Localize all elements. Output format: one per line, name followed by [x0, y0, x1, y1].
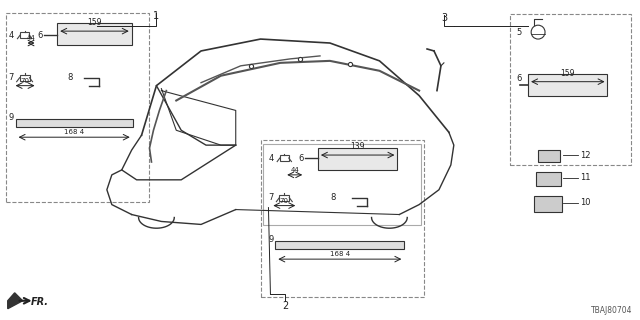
- Bar: [510, 14, 631, 165]
- Text: 11: 11: [580, 173, 590, 182]
- Bar: [20, 75, 29, 81]
- Text: 2: 2: [282, 301, 289, 311]
- Bar: [279, 195, 289, 201]
- Text: 159: 159: [87, 18, 102, 27]
- Text: 7: 7: [268, 193, 274, 202]
- Polygon shape: [8, 293, 22, 309]
- Text: FR.: FR.: [31, 297, 49, 307]
- Text: 6: 6: [38, 31, 43, 40]
- Bar: [260, 140, 424, 297]
- Text: 3: 3: [441, 13, 447, 23]
- Text: 6: 6: [298, 154, 303, 163]
- Text: TBAJ80704: TBAJ80704: [591, 306, 632, 315]
- Bar: [264, 144, 421, 225]
- Text: 6: 6: [516, 74, 522, 83]
- Text: 4: 4: [9, 31, 14, 40]
- Text: 159: 159: [561, 69, 575, 78]
- Text: 7: 7: [9, 73, 14, 82]
- Bar: [58, 23, 132, 45]
- Text: 8: 8: [330, 193, 335, 202]
- Bar: [538, 150, 560, 162]
- Bar: [280, 155, 289, 161]
- Text: 12: 12: [580, 150, 590, 160]
- Text: 10: 10: [580, 198, 590, 207]
- Bar: [15, 119, 132, 127]
- Text: 1: 1: [154, 11, 159, 21]
- Text: 168 4: 168 4: [64, 129, 84, 135]
- Text: 9: 9: [9, 113, 14, 122]
- Text: 139: 139: [351, 142, 365, 151]
- Text: 9: 9: [268, 235, 274, 244]
- Text: 70: 70: [20, 78, 29, 84]
- Text: 5: 5: [516, 28, 522, 36]
- Bar: [318, 148, 397, 170]
- Text: 168 4: 168 4: [330, 251, 350, 257]
- Bar: [534, 196, 562, 212]
- Bar: [20, 32, 29, 38]
- Text: 4: 4: [268, 154, 274, 163]
- Bar: [536, 172, 561, 186]
- Text: 44: 44: [27, 35, 35, 41]
- Bar: [275, 241, 404, 249]
- Text: 8: 8: [67, 73, 72, 82]
- Text: 44: 44: [291, 167, 299, 173]
- Bar: [6, 13, 148, 202]
- Bar: [528, 74, 607, 96]
- Text: 70: 70: [280, 198, 289, 204]
